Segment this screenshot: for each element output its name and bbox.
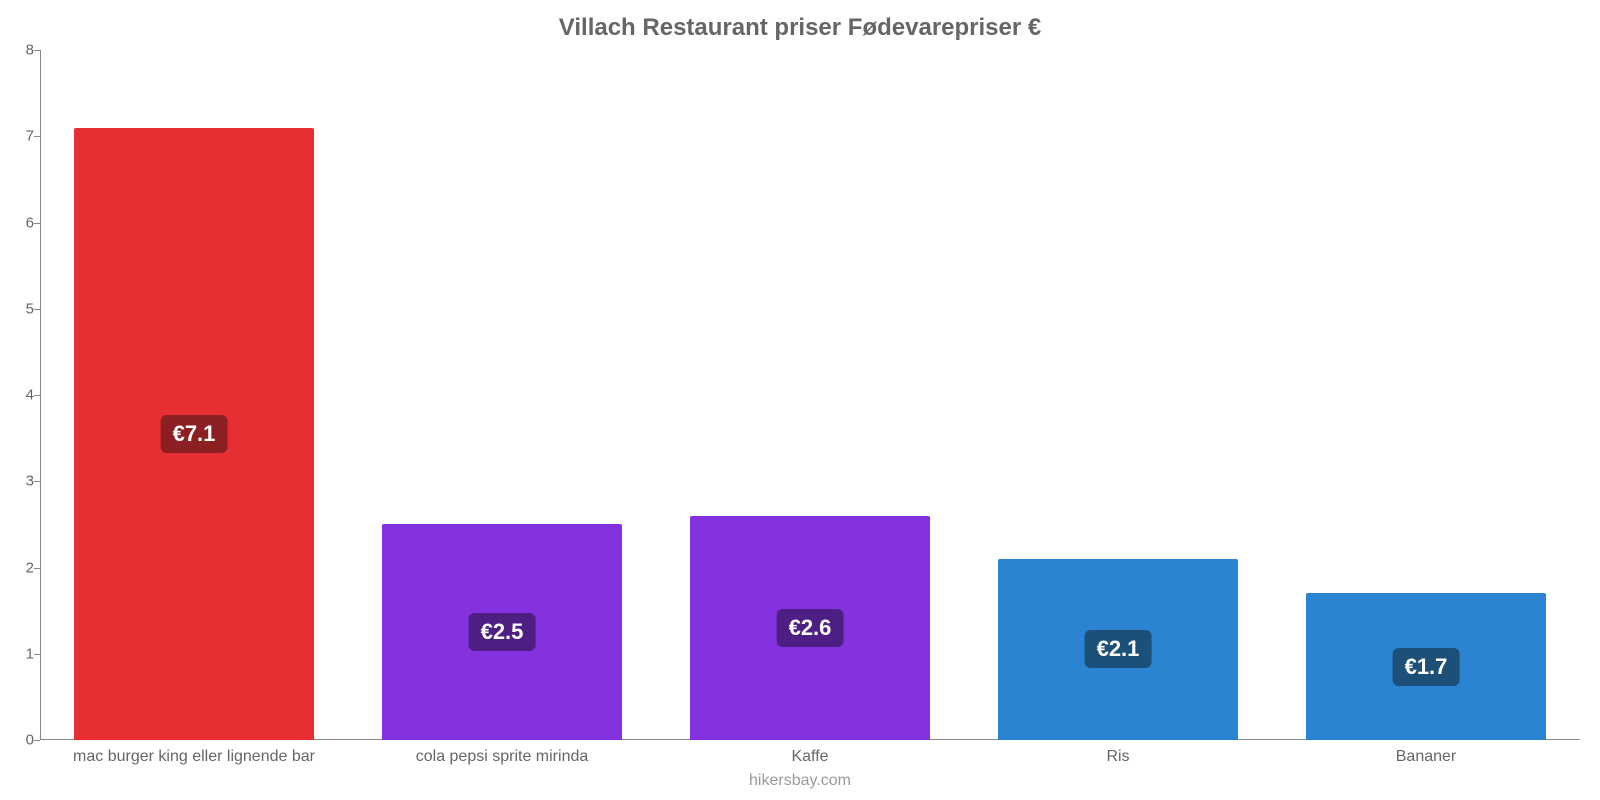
x-tick-label: Bananer (1396, 748, 1457, 766)
y-tick-label: 8 (10, 42, 34, 59)
y-tick (34, 50, 40, 51)
y-tick-label: 2 (10, 559, 34, 576)
y-tick-label: 6 (10, 214, 34, 231)
value-label: €2.6 (777, 609, 844, 647)
value-label: €1.7 (1393, 648, 1460, 686)
value-label: €2.5 (469, 613, 536, 651)
y-tick-label: 3 (10, 473, 34, 490)
y-tick (34, 568, 40, 569)
x-tick-label: Kaffe (791, 748, 828, 766)
bar-slot: €7.1mac burger king eller lignende bar (40, 50, 348, 740)
bar-slot: €2.1Ris (964, 50, 1272, 740)
x-tick-label: Ris (1106, 748, 1129, 766)
y-tick (34, 309, 40, 310)
x-tick-label: mac burger king eller lignende bar (73, 748, 315, 766)
plot-area: €7.1mac burger king eller lignende bar€2… (40, 50, 1580, 740)
y-tick (34, 395, 40, 396)
y-tick-label: 4 (10, 387, 34, 404)
bar-slot: €2.5cola pepsi sprite mirinda (348, 50, 656, 740)
y-tick (34, 740, 40, 741)
y-tick-label: 7 (10, 128, 34, 145)
bar-slot: €1.7Bananer (1272, 50, 1580, 740)
value-label: €7.1 (161, 415, 228, 453)
y-tick-label: 0 (10, 732, 34, 749)
chart-title: Villach Restaurant priser Fødevarepriser… (0, 0, 1600, 42)
bar-slot: €2.6Kaffe (656, 50, 964, 740)
y-tick (34, 654, 40, 655)
y-tick-label: 1 (10, 645, 34, 662)
y-tick (34, 223, 40, 224)
y-tick-label: 5 (10, 300, 34, 317)
bars-container: €7.1mac burger king eller lignende bar€2… (40, 50, 1580, 740)
price-bar-chart: Villach Restaurant priser Fødevarepriser… (0, 0, 1600, 800)
value-label: €2.1 (1085, 630, 1152, 668)
y-tick (34, 481, 40, 482)
y-tick (34, 136, 40, 137)
x-tick-label: cola pepsi sprite mirinda (416, 748, 589, 766)
attribution-text: hikersbay.com (0, 772, 1600, 790)
